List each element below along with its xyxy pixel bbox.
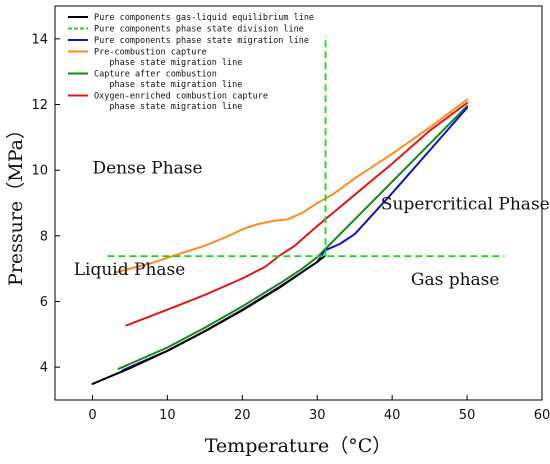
legend-label: Pure components gas-liquid equilibrium l… — [94, 13, 314, 23]
legend-label: Oxygen-enriched combustion capture phase… — [94, 92, 268, 113]
x-tick-label: 0 — [88, 408, 96, 423]
region-label: Liquid Phase — [74, 260, 186, 280]
series-line-5 — [125, 101, 469, 327]
y-tick-label: 10 — [31, 164, 48, 179]
region-label: Dense Phase — [92, 158, 202, 178]
x-tick-label: 30 — [309, 408, 326, 423]
region-label: Supercritical Phase — [381, 195, 550, 215]
legend-label: Capture after combustion phase state mig… — [94, 70, 242, 91]
plot-frame — [54, 5, 543, 401]
y-tick-label: 8 — [40, 229, 48, 244]
legend: Pure components gas-liquid equilibrium l… — [68, 13, 314, 112]
y-tick-label: 6 — [40, 295, 48, 310]
y-axis-title: Pressure（MPa） — [5, 120, 27, 286]
series-line-4 — [117, 105, 469, 370]
x-tick-label: 20 — [234, 408, 251, 423]
axes-layer: 0 10 20 30 40 50 60 4 6 8 10 12 14 — [31, 32, 550, 423]
series-layer — [91, 35, 505, 385]
legend-label: Pure components phase state division lin… — [94, 25, 304, 35]
y-tick-label: 12 — [31, 98, 48, 113]
x-tick-label: 10 — [159, 408, 176, 423]
x-tick-label: 40 — [384, 408, 401, 423]
y-tick-label: 4 — [40, 361, 48, 376]
series-line-0 — [91, 255, 326, 385]
x-axis-title: Temperature（°C） — [205, 435, 392, 457]
x-tick-label: 50 — [459, 408, 476, 423]
annotation-layer: Dense Phase Liquid Phase Supercritical Pha… — [74, 158, 550, 290]
legend-label: Pure components phase state migration li… — [94, 36, 309, 46]
series-line-3 — [113, 98, 469, 274]
region-label: Gas phase — [411, 270, 500, 290]
y-tick-label: 14 — [31, 32, 48, 47]
legend-label: Pre-combustion capture phase state migra… — [94, 48, 242, 69]
series-line-2 — [121, 106, 469, 372]
x-tick-label: 60 — [534, 408, 550, 423]
